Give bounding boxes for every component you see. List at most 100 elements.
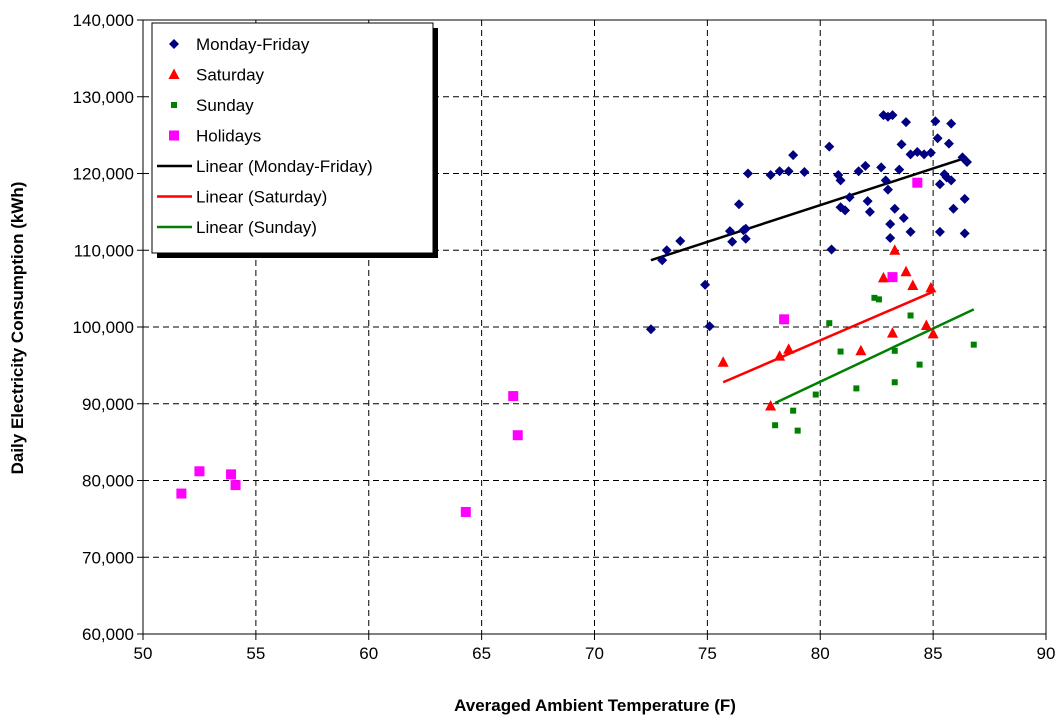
point-saturday (927, 327, 939, 339)
point-monday-friday (844, 192, 855, 203)
y-tick-label: 70,000 (82, 548, 134, 567)
point-monday-friday (862, 196, 873, 207)
x-tick-label: 50 (134, 644, 153, 663)
point-saturday (877, 271, 889, 283)
point-sunday (812, 391, 819, 398)
point-monday-friday (824, 141, 835, 152)
point-monday-friday (901, 117, 912, 128)
point-monday-friday (894, 164, 905, 175)
point-monday-friday (853, 166, 864, 177)
point-holidays (887, 272, 898, 283)
point-monday-friday (724, 226, 735, 237)
point-saturday (774, 350, 786, 361)
point-holidays (226, 469, 237, 480)
legend-box (151, 22, 434, 254)
legend-label-linear-saturday: Linear (Saturday) (196, 188, 327, 207)
point-monday-friday (889, 203, 900, 214)
trendline-linear-sunday (774, 308, 975, 405)
point-sunday (871, 294, 878, 301)
point-sunday (837, 348, 844, 355)
legend-marker-monday-friday (169, 39, 179, 49)
point-sunday (907, 312, 914, 319)
point-monday-friday (743, 168, 754, 179)
point-monday-friday (885, 219, 896, 230)
point-holidays (176, 488, 187, 499)
point-monday-friday (727, 236, 738, 247)
legend-marker-holidays (169, 130, 179, 141)
legend-label-holidays: Holidays (196, 127, 261, 146)
point-monday-friday (700, 279, 711, 290)
point-monday-friday (835, 175, 846, 186)
legend-label-linear-monday-friday: Linear (Monday-Friday) (196, 157, 373, 176)
point-monday-friday (788, 150, 799, 161)
point-monday-friday (934, 179, 945, 190)
point-monday-friday (799, 166, 810, 177)
point-monday-friday (880, 175, 891, 186)
legend-marker-saturday (168, 68, 180, 79)
x-tick-label: 55 (246, 644, 265, 663)
point-saturday (925, 281, 937, 293)
point-saturday (717, 356, 729, 367)
point-monday-friday (961, 156, 972, 167)
x-tick-label: 75 (698, 644, 717, 663)
point-saturday (886, 327, 898, 338)
point-sunday (772, 422, 779, 429)
point-monday-friday (934, 226, 945, 237)
point-saturday (900, 265, 912, 277)
point-monday-friday (765, 170, 776, 181)
point-saturday (783, 343, 795, 354)
legend-label-monday-friday: Monday-Friday (196, 35, 310, 54)
point-monday-friday (885, 232, 896, 243)
point-sunday (794, 427, 801, 434)
legend-label-sunday: Sunday (196, 96, 254, 115)
point-sunday (875, 296, 882, 303)
legend: Monday-Friday Saturday Sunday Holidays Linea… (151, 22, 438, 258)
x-axis-ticks: 50 55 60 65 70 75 80 85 90 (134, 634, 1056, 663)
x-axis-title: Averaged Ambient Temperature (F) (454, 696, 736, 715)
x-tick-label: 70 (585, 644, 604, 663)
y-tick-label: 90,000 (82, 395, 134, 414)
point-holidays (508, 391, 519, 402)
point-sunday (916, 361, 923, 368)
point-monday-friday (733, 199, 744, 210)
y-tick-label: 60,000 (82, 625, 134, 644)
legend-label-saturday: Saturday (196, 66, 265, 85)
x-tick-label: 90 (1037, 644, 1056, 663)
y-tick-label: 130,000 (73, 88, 134, 107)
x-tick-label: 60 (359, 644, 378, 663)
point-monday-friday (661, 245, 672, 256)
point-saturday (920, 319, 932, 330)
y-tick-label: 140,000 (73, 11, 134, 30)
point-sunday (826, 320, 833, 327)
point-holidays (230, 480, 241, 491)
point-monday-friday (887, 110, 898, 121)
point-monday-friday (657, 255, 668, 266)
point-monday-friday (925, 147, 936, 158)
point-monday-friday (876, 162, 887, 173)
y-tick-label: 100,000 (73, 318, 134, 337)
y-tick-label: 80,000 (82, 472, 134, 491)
point-holidays (194, 466, 205, 477)
trendline-linear-monday-friday (650, 156, 968, 262)
point-holidays (512, 430, 523, 441)
point-monday-friday (675, 236, 686, 247)
point-monday-friday (898, 213, 909, 224)
point-holidays (912, 177, 923, 188)
point-monday-friday (946, 118, 957, 129)
point-sunday (970, 341, 977, 348)
point-holidays (460, 506, 471, 517)
point-sunday (853, 385, 860, 392)
point-holidays (779, 314, 790, 325)
y-tick-label: 110,000 (74, 241, 134, 260)
trendlines (650, 156, 975, 405)
point-saturday (889, 244, 901, 255)
point-monday-friday (860, 160, 871, 171)
data-points (176, 110, 977, 517)
legend-label-linear-sunday: Linear (Sunday) (196, 218, 317, 237)
point-saturday (765, 400, 777, 411)
trendline-linear-saturday (722, 290, 934, 384)
point-monday-friday (864, 206, 875, 217)
point-sunday (891, 379, 898, 386)
point-monday-friday (959, 193, 970, 204)
